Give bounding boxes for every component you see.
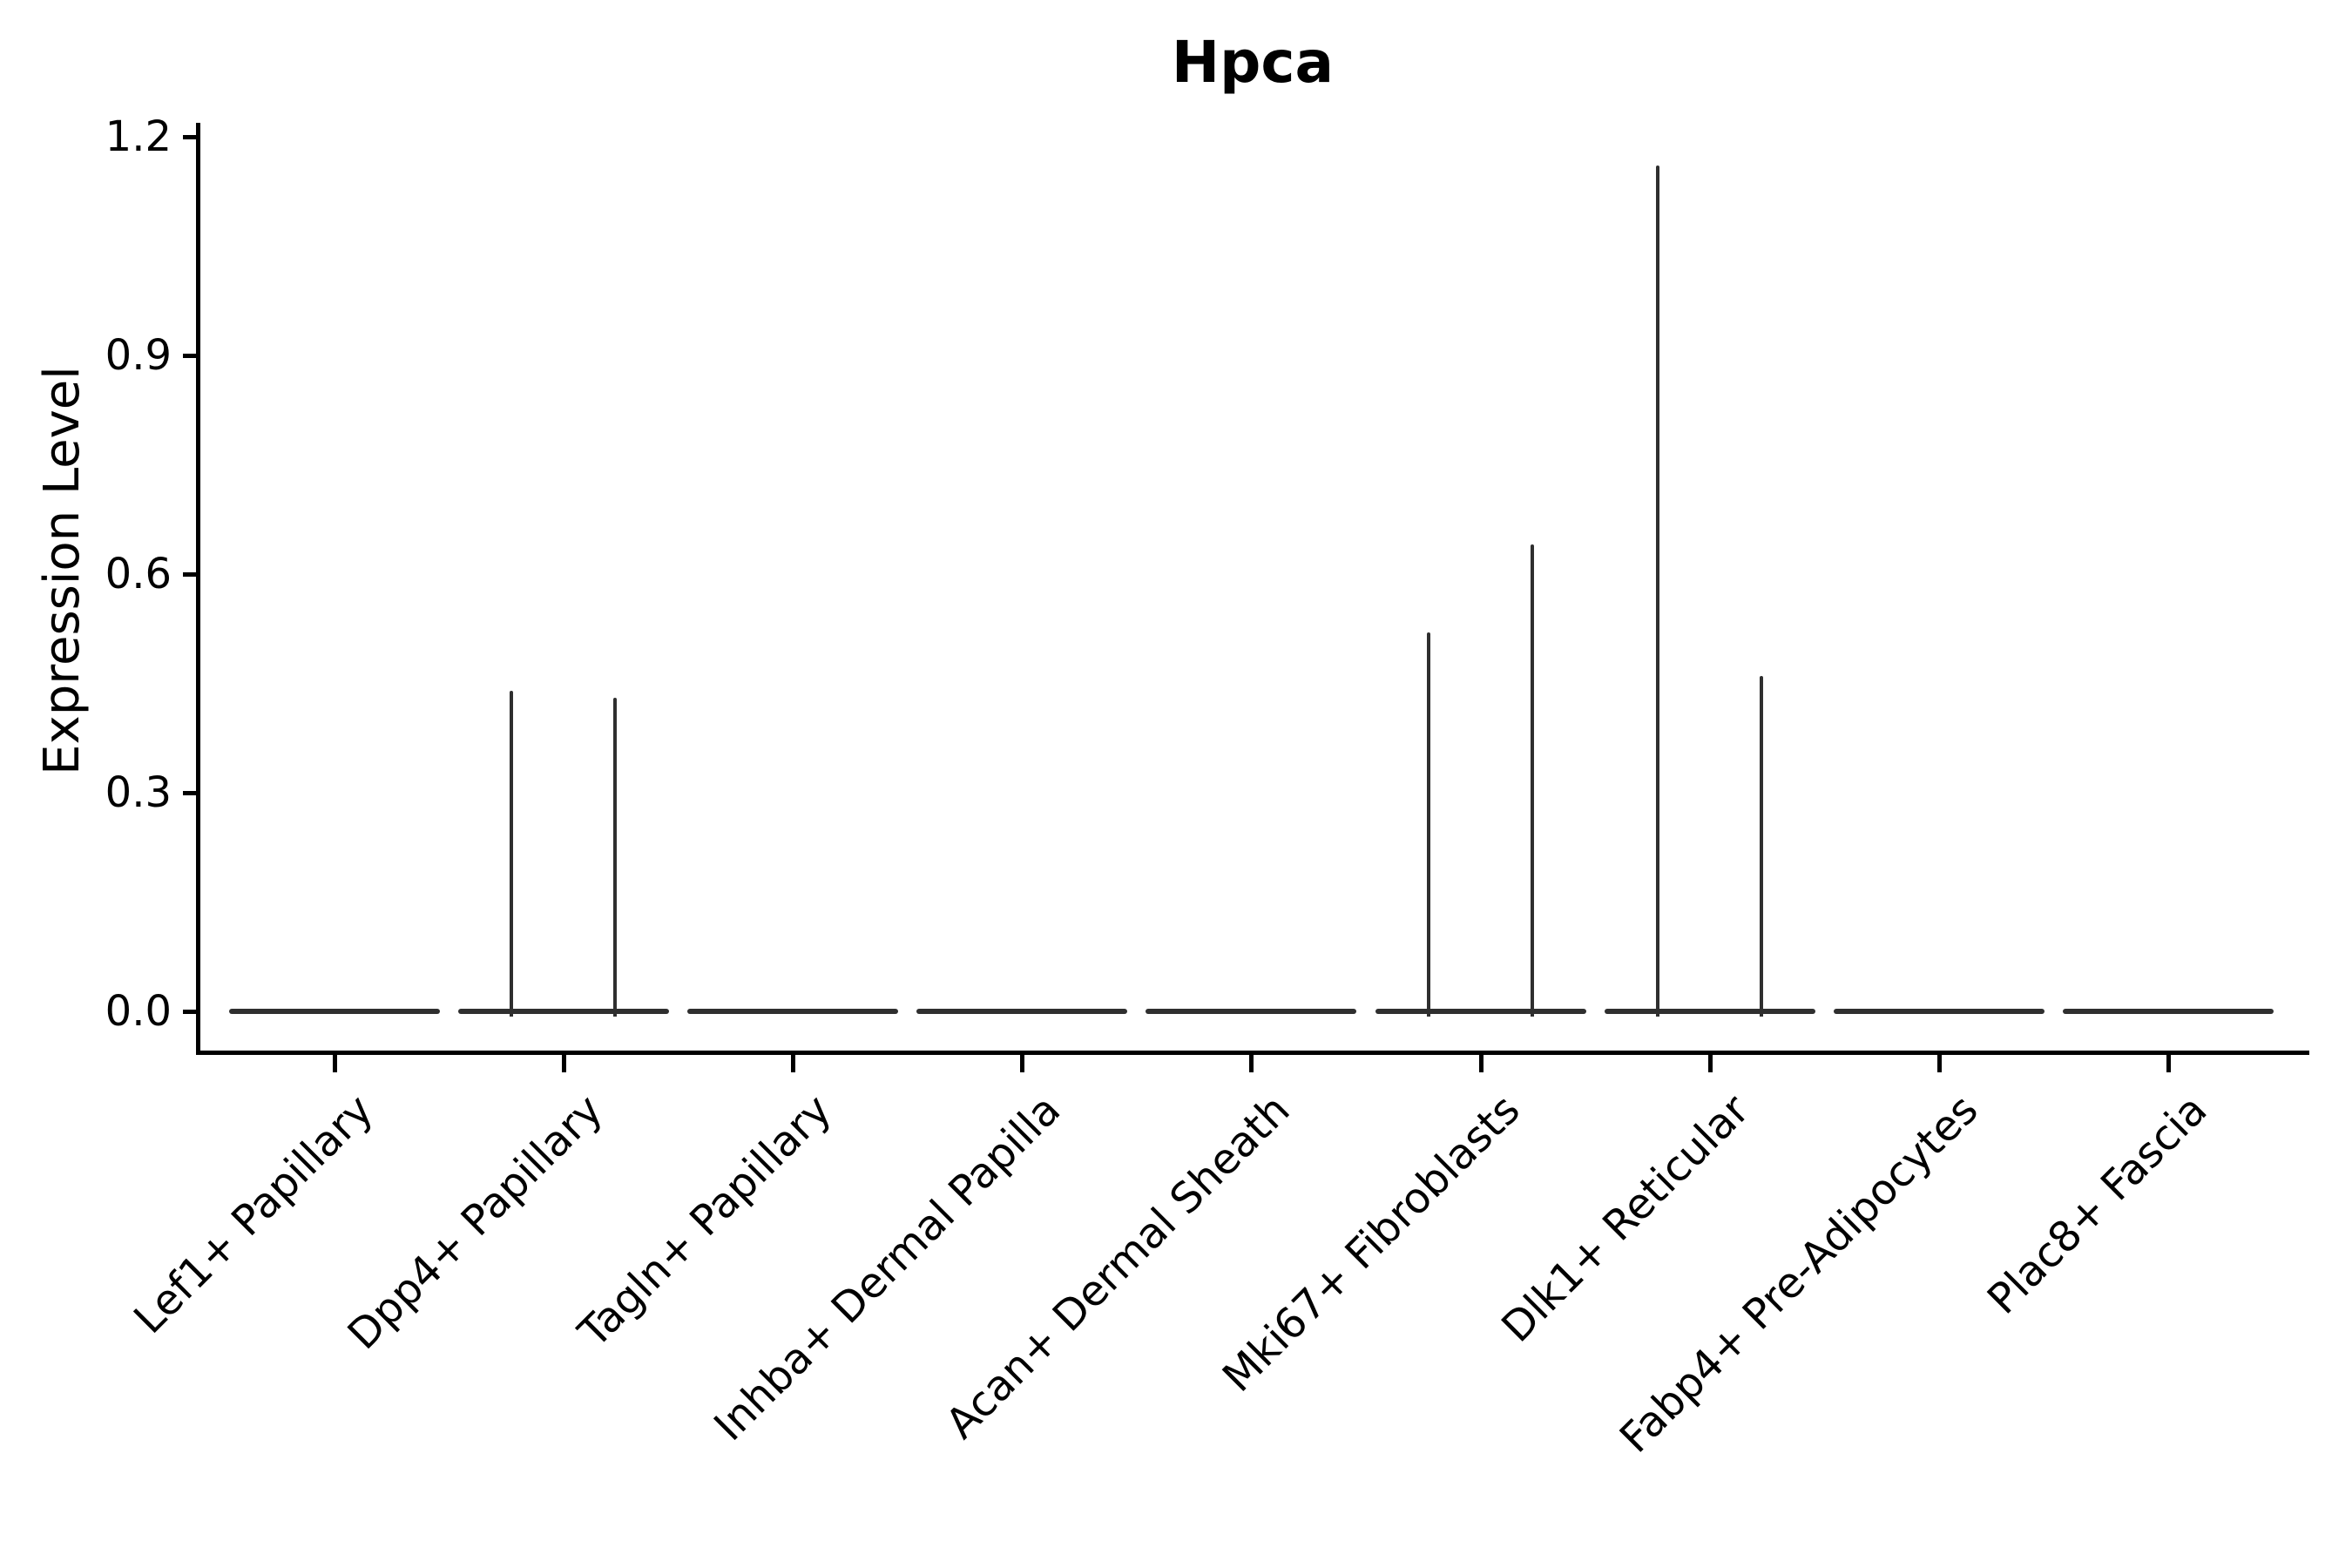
x-tick (562, 1055, 566, 1072)
x-tick (1479, 1055, 1484, 1072)
violin-spike (613, 698, 617, 1017)
violin-baseline (1834, 1009, 2044, 1014)
violin-baseline (229, 1009, 440, 1014)
violin-baseline (1146, 1009, 1356, 1014)
y-tick-label: 0.6 (105, 550, 172, 598)
violin-baseline (1605, 1009, 1815, 1014)
x-tick (1249, 1055, 1254, 1072)
violin-baseline (2063, 1009, 2274, 1014)
x-tick (791, 1055, 795, 1072)
x-tick (333, 1055, 337, 1072)
y-tick (183, 1010, 196, 1014)
y-tick-label: 0.3 (105, 768, 172, 817)
violin-spike (1656, 166, 1659, 1017)
violin-baseline (458, 1009, 669, 1014)
violin-baseline (687, 1009, 898, 1014)
violin-spike (1760, 676, 1763, 1017)
x-tick (1708, 1055, 1713, 1072)
y-tick (183, 791, 196, 795)
x-tick-label: Tagln+ Papillary (569, 1085, 841, 1357)
x-tick-label: Plac8+ Fascia (1978, 1085, 2217, 1324)
x-tick-label: Lef1+ Papillary (125, 1085, 383, 1343)
x-tick-label: Dpp4+ Papillary (338, 1085, 612, 1360)
x-tick (1937, 1055, 1942, 1072)
y-tick-label: 0.0 (105, 987, 172, 1036)
violin-spike (1531, 544, 1534, 1017)
x-tick (1020, 1055, 1024, 1072)
y-tick-label: 0.9 (105, 331, 172, 380)
y-tick (183, 135, 196, 139)
x-axis-spine (196, 1051, 2309, 1055)
violin-baseline (916, 1009, 1127, 1014)
x-tick-label: Dlk1+ Reticular (1491, 1085, 1759, 1352)
violin-spike (1427, 632, 1430, 1017)
violin-spike (510, 691, 513, 1017)
y-axis-spine (196, 123, 200, 1055)
chart-title: Hpca (1171, 29, 1335, 96)
y-tick (183, 354, 196, 358)
x-tick (2166, 1055, 2171, 1072)
y-tick-label: 1.2 (105, 112, 172, 161)
violin-baseline (1375, 1009, 1586, 1014)
y-tick (183, 572, 196, 577)
